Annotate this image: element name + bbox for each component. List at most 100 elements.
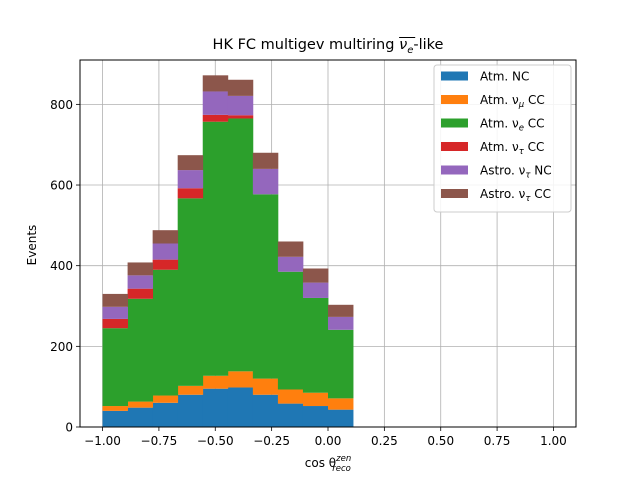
legend-label-base: Astro. ν	[480, 187, 526, 201]
bar-segment	[227, 387, 254, 427]
bar-segment	[152, 395, 179, 403]
legend-label-tail: CC	[524, 140, 545, 154]
legend-label-tail: CC	[530, 187, 551, 201]
x-axis-label-main: cos θ	[305, 456, 336, 470]
x-axis-ticks: −1.00 −0.75 −0.50 −0.25 0.00 0.25 0.50 0.75 1.00	[84, 427, 567, 448]
bar-segment	[252, 378, 279, 395]
bar-segment	[227, 115, 254, 119]
bar-segment	[152, 259, 179, 270]
chart-title-tail: -like	[413, 37, 443, 53]
bar-segment	[328, 409, 354, 427]
bar-segment	[302, 392, 329, 407]
legend-swatch	[441, 71, 468, 81]
bar-segment	[127, 275, 154, 289]
bar-segment	[302, 268, 329, 283]
y-axis-label: Events	[25, 225, 39, 266]
legend-box	[433, 64, 572, 213]
x-tick-label: −0.75	[141, 434, 178, 448]
bar-segment	[102, 293, 128, 307]
bar-segment	[152, 230, 179, 244]
y-tick-label: 200	[50, 340, 73, 354]
bar-segment	[127, 407, 154, 427]
legend-label-base: Astro. ν	[480, 164, 526, 178]
bar-segment	[227, 118, 254, 372]
bar-segment	[277, 256, 304, 272]
bar-segment	[177, 394, 204, 427]
bar-segment	[102, 306, 128, 319]
bar-segment	[202, 388, 229, 427]
bar-segment	[328, 398, 354, 410]
bar-segment	[152, 269, 179, 396]
x-axis-label-sub: reco	[332, 464, 351, 474]
legend-label: Astro. ντ NC	[480, 164, 552, 181]
x-tick-label: 0.25	[371, 434, 398, 448]
bar-segment	[328, 329, 354, 399]
legend-label: Atm. ντ CC	[480, 140, 544, 157]
bar-segment	[202, 75, 229, 92]
legend-label-sub: τ	[525, 171, 531, 181]
legend-label-base: Atm. ν	[480, 117, 519, 131]
bar-segment	[177, 155, 204, 171]
legend-label: Astro. ντ CC	[480, 187, 551, 204]
x-tick-label: 1.00	[540, 434, 567, 448]
bar-segment	[202, 375, 229, 389]
chart-title-nu: ν	[399, 37, 407, 53]
legend-label-sub: μ	[518, 100, 525, 110]
legend-swatch	[441, 118, 468, 128]
x-tick-label: 0.00	[315, 434, 342, 448]
bar-segment	[127, 401, 154, 408]
bar-segment	[202, 121, 229, 376]
bar-segment	[102, 406, 128, 411]
legend-label-sub: τ	[525, 194, 531, 204]
bar-segment	[127, 262, 154, 276]
bar-segment	[102, 328, 128, 407]
bar-segment	[302, 297, 329, 393]
bars	[102, 75, 354, 427]
legend-label: Atm. NC	[480, 70, 529, 84]
x-axis-label-sup: zen	[335, 454, 351, 464]
legend-label-sub: τ	[519, 147, 525, 157]
bar-segment	[102, 410, 128, 427]
bar-segment	[277, 389, 304, 404]
legend-swatch	[441, 142, 468, 151]
bar-segment	[202, 114, 229, 122]
bar-segment	[177, 170, 204, 189]
legend-label-tail: CC	[524, 93, 545, 107]
x-tick-label: 0.50	[427, 434, 454, 448]
bar-segment	[177, 188, 204, 199]
x-tick-label: 0.75	[484, 434, 511, 448]
x-axis-label: cos θzen reco	[305, 454, 351, 474]
chart-title-main: HK FC multigev multiring	[213, 37, 400, 53]
bar-segment	[252, 194, 279, 379]
bar-segment	[127, 298, 154, 402]
legend-label-base: Atm. ν	[480, 93, 519, 107]
bar-segment	[252, 168, 279, 195]
bar-segment	[302, 406, 329, 427]
bar-segment	[152, 402, 179, 427]
y-tick-label: 0	[65, 421, 73, 435]
legend-label: Atm. νμ CC	[480, 93, 545, 110]
chart-title-sub: e	[407, 45, 413, 56]
bar-segment	[102, 318, 128, 329]
x-tick-label: −0.25	[253, 434, 290, 448]
legend-swatch	[441, 165, 468, 175]
bar-segment	[177, 385, 204, 395]
bar-segment	[328, 304, 354, 317]
bar-segment	[277, 271, 304, 390]
legend-label-tail: CC	[524, 117, 545, 131]
bar-segment	[227, 371, 254, 388]
legend-label-tail: NC	[530, 164, 551, 178]
bar-segment	[227, 95, 254, 116]
chart-title: HK FC multigev multiring νe-like	[213, 37, 444, 56]
x-tick-label: −0.50	[197, 434, 234, 448]
bar-segment	[227, 79, 254, 96]
legend-label-base: Atm. ν	[480, 140, 519, 154]
bar-segment	[277, 403, 304, 427]
x-tick-label: −1.00	[84, 434, 121, 448]
bar-segment	[302, 282, 329, 298]
bar-segment	[328, 316, 354, 330]
legend-label-sub: e	[519, 124, 524, 134]
legend-swatch	[441, 189, 468, 198]
bar-segment	[252, 394, 279, 427]
legend-swatch	[441, 95, 468, 104]
